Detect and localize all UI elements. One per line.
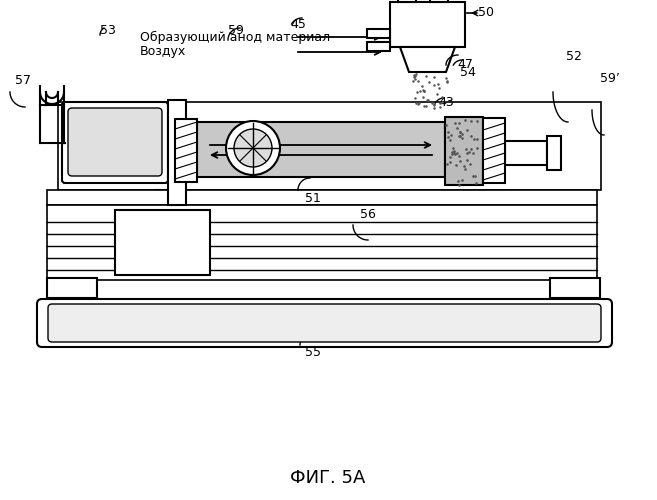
Text: 55: 55	[305, 346, 321, 358]
Bar	[155, 190, 185, 240]
FancyBboxPatch shape	[62, 102, 168, 183]
Text: 59: 59	[228, 24, 244, 36]
Text: 53: 53	[100, 24, 116, 36]
Bar	[505, 141, 547, 165]
Text: 45: 45	[290, 18, 306, 32]
Bar	[47, 278, 97, 300]
Bar	[398, 0, 416, 2]
FancyBboxPatch shape	[48, 304, 601, 342]
Bar	[390, 2, 465, 47]
Bar	[115, 210, 210, 275]
Bar	[367, 29, 390, 38]
Bar	[550, 298, 600, 310]
Bar	[483, 118, 505, 183]
Bar	[47, 190, 597, 205]
Text: 56: 56	[360, 208, 376, 222]
Bar	[58, 102, 601, 190]
Text: ФИГ. 5A: ФИГ. 5A	[290, 469, 366, 487]
Bar	[47, 205, 597, 280]
Bar	[445, 117, 483, 185]
Text: 51: 51	[305, 192, 321, 204]
Bar	[197, 122, 445, 177]
FancyBboxPatch shape	[68, 108, 162, 176]
Polygon shape	[400, 47, 455, 72]
Text: 57: 57	[15, 74, 31, 86]
Circle shape	[226, 121, 280, 175]
Text: 47: 47	[457, 58, 473, 71]
Text: Образующий анод материал: Образующий анод материал	[140, 30, 330, 44]
FancyBboxPatch shape	[37, 299, 612, 347]
Bar	[47, 298, 97, 310]
Circle shape	[234, 129, 272, 167]
Text: 59’: 59’	[600, 72, 620, 85]
Text: 50: 50	[478, 6, 494, 20]
Bar	[175, 119, 197, 182]
Text: 54: 54	[460, 66, 476, 78]
Text: Воздух: Воздух	[140, 46, 186, 59]
Bar	[550, 278, 600, 300]
Text: 52: 52	[566, 50, 582, 64]
Bar	[430, 0, 448, 2]
Bar	[547, 136, 561, 170]
Bar	[367, 42, 390, 51]
Text: 43: 43	[438, 96, 454, 110]
Bar	[168, 100, 186, 205]
